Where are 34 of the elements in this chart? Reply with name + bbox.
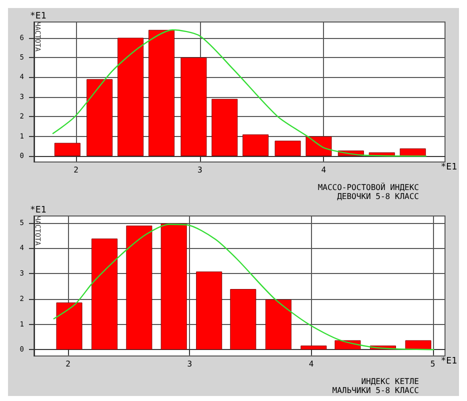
text: *E1 (30, 206, 46, 216)
bar (92, 238, 118, 350)
bar (54, 142, 80, 156)
bar (56, 302, 82, 350)
text: *E1 (30, 12, 46, 22)
bar (196, 272, 222, 350)
bar (118, 38, 144, 156)
x-tick-label: 5 (430, 360, 436, 368)
bar (265, 299, 292, 350)
x-axis-title: ИНДЕКС КЕТЛЕ МАЛЬЧИКИ 5-8 КЛАСС (332, 377, 420, 395)
text: *E1 (440, 162, 458, 172)
line-series (52, 224, 435, 350)
bar (274, 140, 301, 156)
bar (306, 136, 332, 156)
text: *E1 (440, 356, 458, 366)
bar (242, 134, 269, 156)
bar (230, 289, 256, 350)
bar (86, 79, 113, 156)
x-tick-label: 4 (321, 166, 326, 174)
line-series (52, 29, 428, 157)
bar (300, 346, 327, 350)
x-tick-label: 2 (66, 360, 71, 368)
x-tick-label: 4 (308, 360, 314, 368)
bar (180, 57, 207, 156)
bar (212, 98, 238, 156)
bar (126, 226, 152, 350)
bar (405, 340, 432, 350)
bar (148, 30, 175, 156)
x-tick-label: 3 (187, 360, 192, 368)
bar (160, 224, 187, 350)
x-tick-label: 3 (197, 166, 202, 174)
x-axis-title: МАССО-РОСТОВОЙ ИНДЕКС ДЕВОЧКИ 5-8 КЛАСС (318, 182, 420, 201)
bar (400, 148, 426, 156)
x-tick-label: 2 (74, 166, 79, 174)
